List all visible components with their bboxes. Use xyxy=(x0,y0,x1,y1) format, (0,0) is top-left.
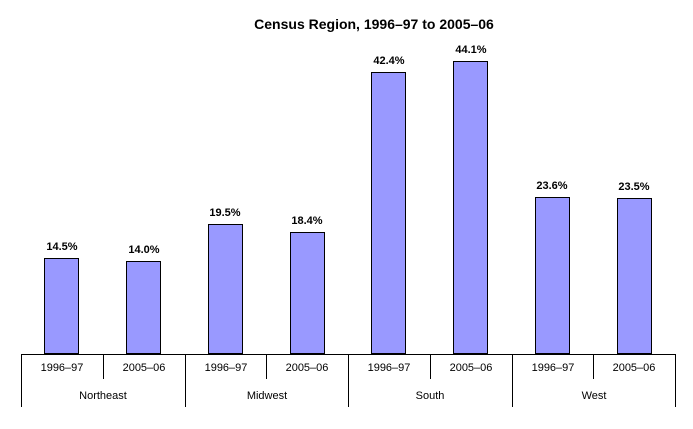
bar-value-label: 44.1% xyxy=(455,44,487,56)
region-label: Midwest xyxy=(246,390,288,402)
axis-tick-minor xyxy=(103,354,104,379)
year-label: 2005–06 xyxy=(612,362,656,374)
axis-tick-major xyxy=(675,354,676,407)
bar-value-label: 23.6% xyxy=(536,180,568,192)
year-label: 1996–97 xyxy=(531,362,575,374)
bar xyxy=(371,72,406,354)
axis-tick-major xyxy=(348,354,349,407)
axis-tick-major xyxy=(21,354,22,407)
region-label: Northeast xyxy=(79,390,127,402)
bar xyxy=(290,232,325,354)
year-label: 1996–97 xyxy=(204,362,248,374)
bar xyxy=(535,197,570,354)
bar xyxy=(126,261,161,354)
bar xyxy=(44,258,79,354)
year-label: 1996–97 xyxy=(40,362,84,374)
bar-value-label: 42.4% xyxy=(373,55,405,67)
year-label: 2005–06 xyxy=(449,362,493,374)
bar xyxy=(617,198,652,354)
chart-title: Census Region, 1996–97 to 2005–06 xyxy=(254,16,494,32)
axis-tick-minor xyxy=(593,354,594,379)
year-label: 2005–06 xyxy=(122,362,166,374)
bar-value-label: 18.4% xyxy=(291,215,323,227)
axis-tick-major xyxy=(185,354,186,407)
axis-tick-major xyxy=(512,354,513,407)
bar xyxy=(453,61,488,354)
axis-tick-minor xyxy=(266,354,267,379)
region-label: South xyxy=(415,390,445,402)
bar xyxy=(208,224,243,354)
bar-value-label: 14.5% xyxy=(46,241,78,253)
axis-tick-minor xyxy=(430,354,431,379)
year-label: 2005–06 xyxy=(285,362,329,374)
region-label: West xyxy=(581,390,607,402)
bar-value-label: 23.5% xyxy=(618,181,650,193)
bar-value-label: 19.5% xyxy=(209,207,241,219)
bar-value-label: 14.0% xyxy=(128,244,160,256)
year-label: 1996–97 xyxy=(367,362,411,374)
